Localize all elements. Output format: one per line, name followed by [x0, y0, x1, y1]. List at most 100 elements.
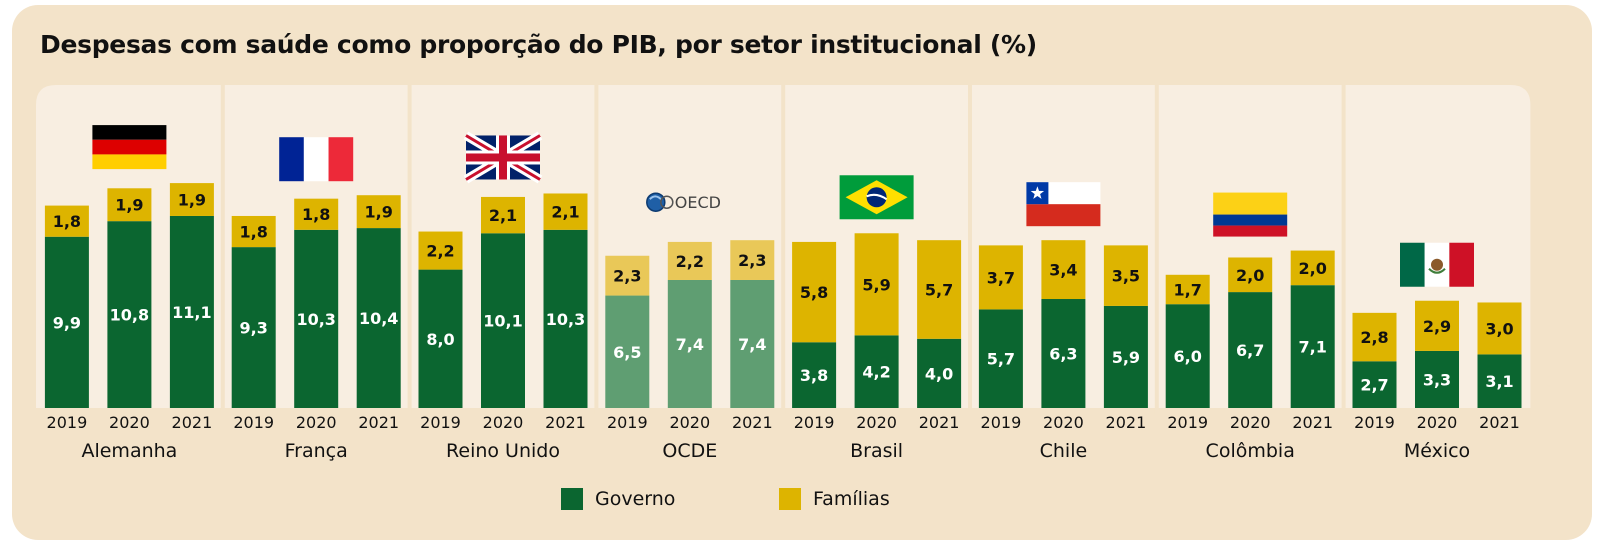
data-label-governo: 6,0: [1174, 347, 1202, 366]
uk-flag: [463, 131, 543, 184]
data-label-governo: 3,3: [1423, 370, 1451, 389]
data-label-governo: 5,9: [1112, 348, 1140, 367]
bar-governo-2020: [481, 233, 525, 408]
data-label-familias: 2,3: [613, 267, 641, 286]
bar-familias-2020: [294, 198, 339, 230]
year-tick-label: 2021: [545, 413, 586, 432]
year-tick-label: 2020: [669, 413, 710, 432]
bar-governo-2021: [1290, 285, 1335, 408]
bar-governo-2019: [231, 247, 276, 408]
country-group-méxico: 2,7 2,8 2019 3,3 2,9 2020 3,1 3,0 2021 México: [1341, 85, 1522, 462]
country-label: Brasil: [850, 440, 903, 462]
legend-swatch-familias: [779, 488, 801, 510]
legend-familias: Famílias: [779, 486, 890, 512]
bar-governo-2021: [543, 229, 588, 408]
data-label-governo: 9,9: [53, 313, 81, 332]
country-label: México: [1404, 440, 1470, 462]
bar-familias-2021: [1290, 250, 1335, 286]
france-flag: [279, 137, 354, 182]
data-label-familias: 1,9: [178, 191, 206, 210]
year-tick-label: 2020: [1043, 413, 1084, 432]
panel-divider: [968, 85, 972, 414]
data-label-familias: 3,0: [1485, 319, 1513, 338]
bar-governo-2019: [1352, 361, 1397, 408]
data-label-familias: 1,9: [365, 203, 393, 222]
bar-familias-2019: [792, 241, 837, 343]
data-label-governo: 3,8: [800, 366, 828, 385]
year-tick-label: 2020: [109, 413, 150, 432]
year-tick-label: 2019: [47, 413, 88, 432]
data-label-governo: 10,1: [483, 312, 522, 331]
year-tick-label: 2020: [1417, 413, 1458, 432]
data-label-familias: 5,9: [862, 275, 890, 294]
bar-familias-2019: [1352, 312, 1397, 362]
country-label: França: [285, 440, 348, 462]
data-label-governo: 6,7: [1236, 341, 1264, 360]
data-label-governo: 7,4: [738, 335, 766, 354]
bar-governo-2021: [1103, 305, 1148, 408]
bar-familias-2021: [543, 193, 588, 230]
bar-familias-2019: [44, 205, 89, 237]
data-label-governo: 3,1: [1485, 372, 1513, 391]
year-tick-label: 2021: [1106, 413, 1147, 432]
data-label-familias: 1,7: [1174, 280, 1202, 299]
data-label-familias: 2,8: [1360, 328, 1388, 347]
bar-familias-2020: [1228, 257, 1273, 293]
data-label-governo: 4,0: [925, 364, 953, 383]
bar-familias-2019: [978, 245, 1023, 310]
data-label-governo: 10,4: [359, 309, 398, 328]
panel-divider: [407, 85, 412, 414]
country-label: Chile: [1040, 440, 1088, 462]
panel-divider: [220, 85, 225, 414]
bar-familias-2019: [1165, 274, 1210, 305]
bar-familias-2020: [1041, 240, 1086, 300]
legend-label-familias: Famílias: [813, 488, 890, 510]
bar-governo-2019: [1165, 304, 1210, 408]
bar-familias-2020: [481, 196, 525, 234]
mexico-flag: [1400, 242, 1474, 287]
country-label: Colômbia: [1206, 440, 1295, 462]
bar-familias-2019: [605, 255, 650, 296]
bar-governo-2020: [1041, 299, 1086, 408]
data-label-familias: 3,5: [1112, 267, 1140, 286]
data-label-familias: 5,7: [925, 280, 953, 299]
data-label-governo: 8,0: [426, 330, 454, 349]
year-tick-label: 2021: [732, 413, 773, 432]
chart-title: Despesas com saúde como proporção do PIB…: [40, 30, 1037, 59]
year-tick-label: 2021: [1479, 413, 1520, 432]
country-group-chile: 5,7 3,7 2019 6,3 3,4 2020 5,9 3,5 2021 Chile: [968, 85, 1148, 462]
data-label-familias: 1,8: [302, 205, 330, 224]
bar-governo-2021: [356, 228, 401, 408]
country-label: Reino Unido: [446, 440, 560, 462]
bar-governo-2020: [107, 221, 152, 408]
data-label-governo: 6,3: [1049, 345, 1077, 364]
data-label-governo: 10,3: [546, 310, 585, 329]
bar-governo-2020: [1228, 292, 1273, 408]
bar-familias-2021: [917, 240, 962, 339]
country-group-brasil: 3,8 5,8 2019 4,2 5,9 2020 4,0 5,7 2021 Brasil: [781, 85, 962, 462]
country-group-reino-unido: 8,0 2,2 2019 10,1 2,1 2020 10,3 2,1 2021 Reino Un…: [407, 85, 588, 462]
brazil-flag: [839, 175, 914, 220]
data-label-governo: 7,1: [1299, 338, 1327, 357]
country-group-ocde: 6,5 2,3 2019 7,4 2,2 2020 7,4 2,3 2021 OCDE OECD: [594, 85, 775, 462]
data-label-familias: 2,0: [1236, 266, 1264, 285]
data-label-familias: 2,2: [426, 242, 454, 261]
data-label-governo: 9,3: [240, 319, 268, 338]
data-label-governo: 10,3: [296, 310, 335, 329]
legend-label-governo: Governo: [595, 488, 676, 510]
country-label: Alemanha: [81, 440, 177, 462]
bar-familias-2019: [231, 215, 276, 248]
year-tick-label: 2019: [794, 413, 835, 432]
data-label-familias: 1,8: [53, 212, 81, 231]
year-tick-label: 2019: [607, 413, 648, 432]
data-label-familias: 2,0: [1299, 259, 1327, 278]
bar-governo-2019: [605, 295, 650, 408]
data-label-governo: 10,8: [110, 306, 149, 325]
data-label-familias: 2,1: [551, 203, 579, 222]
svg-text:OECD: OECD: [675, 193, 721, 212]
data-label-governo: 5,7: [987, 350, 1015, 369]
bar-familias-2021: [1477, 302, 1522, 355]
bar-governo-2019: [978, 309, 1023, 408]
data-label-familias: 2,2: [676, 252, 704, 271]
